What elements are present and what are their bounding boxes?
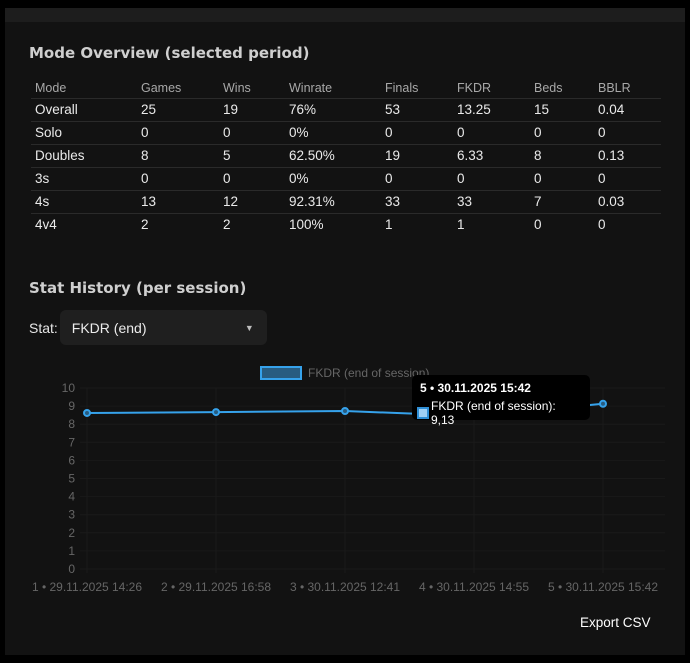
legend-label: FKDR (end of session) [308, 366, 429, 380]
column-header-games: Games [137, 78, 219, 99]
cell-beds: 15 [530, 98, 594, 122]
cell-winrate: 100% [289, 217, 324, 233]
cell-games: 0 [137, 167, 219, 191]
cell-wins: 12 [219, 190, 285, 214]
cell-fkdr: 33 [453, 190, 530, 214]
cell-finals: 33 [381, 190, 453, 214]
panel-top-bar [5, 8, 685, 22]
column-header-bblr: BBLR [594, 78, 661, 99]
tooltip-swatch [417, 407, 429, 419]
table-header-row: Mode Games Wins Winrate Finals FKDR Beds… [31, 78, 661, 99]
cell-winrate: 76% [285, 98, 381, 122]
cell-winrate: 0% [285, 121, 381, 145]
chevron-down-icon: ▼ [244, 322, 254, 333]
cell-finals: 19 [381, 144, 453, 168]
cell-bblr: 0.13 [594, 144, 661, 168]
table-row: 4v4 2 2 100% 1 1 0 0 [31, 213, 661, 236]
cell-games: 8 [137, 144, 219, 168]
cell-fkdr: 0 [453, 121, 530, 145]
cell-beds: 7 [530, 190, 594, 214]
chart-tooltip: 5 • 30.11.2025 15:42 FKDR (end of sessio… [412, 375, 590, 427]
cell-wins: 0 [219, 167, 285, 191]
cell-fkdr: 0 [453, 167, 530, 191]
column-header-wins: Wins [219, 78, 285, 99]
cell-finals: 1 [385, 217, 393, 233]
chart-legend[interactable]: FKDR (end of session) [260, 366, 429, 380]
cell-winrate: 62.50% [285, 144, 381, 168]
column-header-finals: Finals [381, 78, 453, 99]
cell-winrate: 0% [285, 167, 381, 191]
table-row: Overall 25 19 76% 53 13.25 15 0.04 [31, 98, 661, 122]
cell-beds: 0 [534, 217, 542, 233]
cell-mode: Doubles [31, 144, 137, 168]
stat-label: Stat: [29, 319, 58, 336]
stat-dropdown-value: FKDR (end) [71, 319, 147, 336]
column-header-winrate: Winrate [285, 78, 381, 99]
cell-finals: 53 [381, 98, 453, 122]
cell-fkdr: 13.25 [453, 98, 530, 122]
export-csv-button[interactable]: Export CSV [580, 615, 651, 630]
table-row: Solo 0 0 0% 0 0 0 0 [31, 121, 661, 145]
cell-games: 2 [141, 217, 149, 233]
tooltip-title: 5 • 30.11.2025 15:42 [420, 381, 531, 395]
cell-wins: 19 [219, 98, 285, 122]
cell-mode: Overall [31, 98, 137, 122]
cell-bblr: 0.03 [594, 190, 661, 214]
cell-mode: Solo [31, 121, 137, 145]
cell-fkdr: 6.33 [453, 144, 530, 168]
cell-mode: 4s [31, 190, 137, 214]
mode-overview-title: Mode Overview (selected period) [29, 44, 310, 62]
table-row: 4s 13 12 92.31% 33 33 7 0.03 [31, 190, 661, 214]
cell-games: 13 [137, 190, 219, 214]
stat-history-title: Stat History (per session) [29, 279, 247, 297]
cell-winrate: 92.31% [285, 190, 381, 214]
cell-beds: 0 [530, 167, 594, 191]
legend-swatch [260, 366, 302, 380]
cell-beds: 0 [530, 121, 594, 145]
cell-games: 25 [137, 98, 219, 122]
cell-bblr: 0 [598, 217, 606, 233]
cell-finals: 0 [381, 167, 453, 191]
column-header-fkdr: FKDR [453, 78, 530, 99]
cell-bblr: 0 [594, 167, 661, 191]
cell-wins: 2 [223, 217, 231, 233]
table-row: 3s 0 0 0% 0 0 0 0 [31, 167, 661, 191]
table-row: Doubles 8 5 62.50% 19 6.33 8 0.13 [31, 144, 661, 168]
stats-panel: Mode Overview (selected period) Mode Gam… [5, 8, 685, 655]
cell-wins: 5 [219, 144, 285, 168]
cell-mode: 3s [31, 167, 137, 191]
stat-selector-row: Stat: FKDR (end) ▼ [29, 310, 267, 345]
cell-mode: 4v4 [35, 217, 57, 233]
cell-beds: 8 [530, 144, 594, 168]
cell-finals: 0 [381, 121, 453, 145]
column-header-mode: Mode [31, 78, 137, 99]
cell-games: 0 [137, 121, 219, 145]
cell-wins: 0 [219, 121, 285, 145]
column-header-beds: Beds [530, 78, 594, 99]
mode-overview-table: Mode Games Wins Winrate Finals FKDR Beds… [31, 78, 661, 236]
stat-dropdown[interactable]: FKDR (end) ▼ [59, 310, 267, 345]
cell-fkdr: 1 [457, 217, 465, 233]
cell-bblr: 0.04 [594, 98, 661, 122]
tooltip-body: FKDR (end of session): 9,13 [417, 399, 582, 427]
cell-bblr: 0 [594, 121, 661, 145]
tooltip-value: FKDR (end of session): 9,13 [430, 399, 556, 427]
